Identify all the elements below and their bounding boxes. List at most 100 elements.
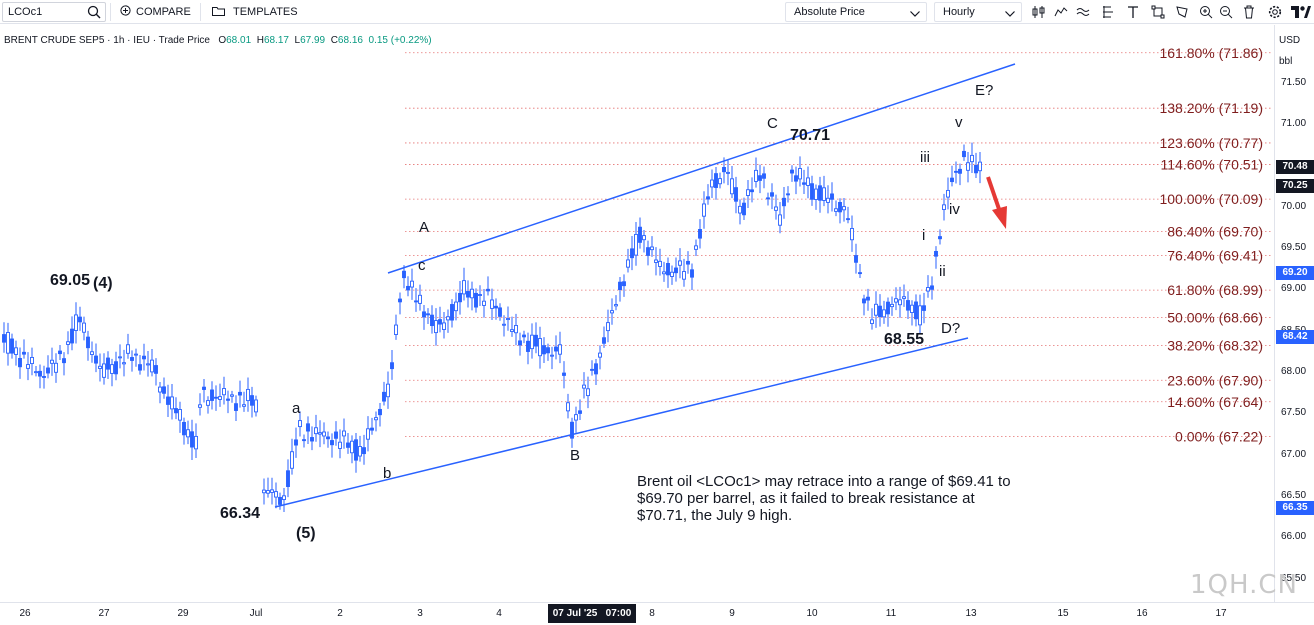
candle-body xyxy=(494,305,498,309)
candle-body xyxy=(714,173,718,188)
candle-body xyxy=(190,431,194,448)
wave-label-2: 66.34 xyxy=(220,505,260,522)
shapes-icon[interactable] xyxy=(1149,2,1167,22)
candle-body xyxy=(18,357,22,368)
candle xyxy=(626,248,630,273)
fibonacci-levels xyxy=(405,52,1272,437)
candle xyxy=(526,332,530,365)
candle xyxy=(338,429,342,459)
time-axis[interactable]: 26 27 29 Jul 2 3 4 8 9 10 11 13 15 16 17 07 Jul '25 07:… xyxy=(0,602,1314,625)
line-chart-icon[interactable] xyxy=(1052,2,1070,22)
candle xyxy=(718,172,722,189)
time-tick: 10 xyxy=(806,608,818,619)
candle-body xyxy=(58,350,62,355)
candle xyxy=(10,333,14,359)
price-axis[interactable]: 71.5071.0070.5070.0069.5069.0068.5068.00… xyxy=(1274,25,1314,602)
candle-body xyxy=(854,255,858,263)
indicators-icon[interactable] xyxy=(1074,2,1092,22)
candles-icon[interactable] xyxy=(1030,2,1048,22)
candle-body xyxy=(254,399,258,413)
candle-body xyxy=(450,304,454,321)
candle-body xyxy=(786,193,790,196)
candle xyxy=(706,184,710,205)
candle xyxy=(914,294,918,327)
candle xyxy=(614,295,618,311)
candle-body xyxy=(570,421,574,439)
candle-body xyxy=(626,259,630,268)
candle xyxy=(650,236,654,257)
trendlines xyxy=(274,63,1016,508)
price-tick: 66.00 xyxy=(1281,531,1307,543)
compare-button[interactable]: COMPARE xyxy=(120,2,191,22)
candle xyxy=(530,323,534,359)
candle-body xyxy=(362,447,366,455)
candle-body xyxy=(294,439,298,446)
candle xyxy=(214,385,218,411)
search-icon[interactable] xyxy=(87,5,101,22)
candle-body xyxy=(114,361,118,375)
candle-body xyxy=(926,287,930,292)
candle xyxy=(886,297,890,327)
trash-icon[interactable] xyxy=(1240,2,1258,22)
annotation-icon[interactable] xyxy=(1173,2,1191,22)
candle-body xyxy=(386,383,390,398)
candle xyxy=(662,261,666,282)
draw-lines-icon[interactable] xyxy=(1099,2,1117,22)
zoom-in-icon[interactable] xyxy=(1197,2,1215,22)
symbol-search-input[interactable]: LCOc1 xyxy=(2,2,106,22)
candle-body xyxy=(942,204,946,211)
candle-body xyxy=(818,185,822,201)
candle xyxy=(442,311,446,339)
candle xyxy=(522,330,526,344)
candle-body xyxy=(10,338,14,354)
candle-body xyxy=(162,386,166,394)
candle xyxy=(418,284,422,311)
interval-select[interactable]: Hourly xyxy=(934,2,1022,22)
candle-body xyxy=(30,356,34,365)
candle xyxy=(734,176,738,214)
candle xyxy=(958,163,962,186)
candle-body xyxy=(734,187,738,202)
candle xyxy=(282,488,286,513)
candle-body xyxy=(862,298,866,304)
candle-body xyxy=(682,271,686,280)
candle-body xyxy=(206,400,210,406)
candle xyxy=(58,345,62,361)
down-arrow xyxy=(986,176,1007,229)
fib-label-7: 61.80% (68.99) xyxy=(1167,282,1263,298)
candle-body xyxy=(350,440,354,454)
fib-label-0: 161.80% (71.86) xyxy=(1159,45,1263,61)
price-type-select[interactable]: Absolute Price xyxy=(785,2,927,22)
candle xyxy=(22,339,26,359)
candle-body xyxy=(918,305,922,326)
candle xyxy=(138,354,142,375)
zoom-out-icon[interactable] xyxy=(1217,2,1235,22)
candle-body xyxy=(34,371,38,374)
currency-label[interactable]: USD xyxy=(1279,35,1301,46)
candle xyxy=(226,390,230,414)
candle-body xyxy=(638,226,642,243)
candle-body xyxy=(242,404,246,407)
candle-body xyxy=(514,324,518,334)
candle-body xyxy=(842,206,846,211)
candle-body xyxy=(2,334,6,343)
candle-body xyxy=(426,313,430,316)
candle-body xyxy=(706,196,710,200)
candle xyxy=(278,492,282,510)
candle xyxy=(118,344,122,369)
settings-icon[interactable] xyxy=(1266,2,1284,22)
candle-body xyxy=(122,362,126,365)
candle xyxy=(314,414,318,442)
close-label: C xyxy=(330,35,338,46)
low-label: L xyxy=(294,35,301,46)
candle-body xyxy=(686,260,690,265)
text-tool-icon[interactable] xyxy=(1124,2,1142,22)
price-tick: 67.50 xyxy=(1281,407,1307,419)
templates-button[interactable]: TEMPLATES xyxy=(212,2,298,22)
candle xyxy=(786,186,790,203)
candle xyxy=(38,364,42,389)
candle xyxy=(946,177,950,210)
candle xyxy=(962,144,966,161)
time-tick: 8 xyxy=(649,608,655,619)
